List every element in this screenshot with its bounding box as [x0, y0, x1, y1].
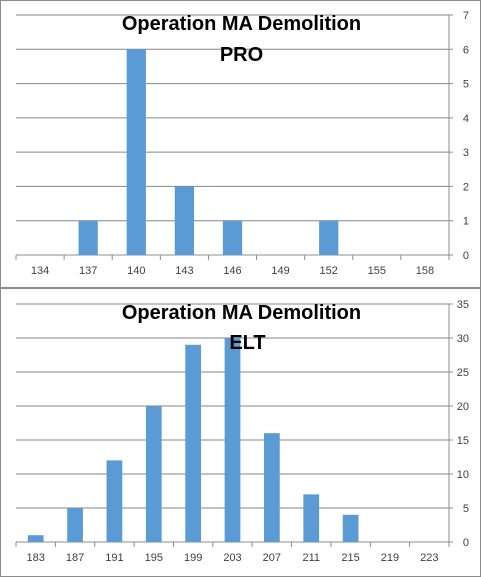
x-tick-label: 191 — [105, 552, 123, 564]
bar — [78, 220, 98, 255]
bar — [126, 49, 146, 256]
y-tick-label: 2 — [463, 181, 469, 193]
chart-panel-pro: 0 1 2 3 4 5 6 7 134 137 140 143 146 149 152 155 158 Oper… — [0, 0, 481, 288]
x-tick-label: 152 — [320, 265, 338, 277]
bar — [185, 344, 202, 542]
bar — [106, 460, 123, 542]
y-tick-label: 4 — [463, 113, 469, 125]
bar — [342, 514, 359, 542]
chart-panel-elt: 0 5 10 15 20 25 30 35 183 187 191 195 199 203 207 211 21… — [0, 288, 481, 577]
x-tick-label: 134 — [31, 265, 49, 277]
x-tick-label: 183 — [27, 552, 45, 564]
y-tick-label: 3 — [463, 147, 469, 159]
x-tick-label: 211 — [302, 552, 320, 564]
y-tick-label: 35 — [457, 299, 469, 311]
x-tick-label: 215 — [341, 552, 359, 564]
y-tick-label: 25 — [457, 367, 469, 379]
x-tick-label: 149 — [271, 265, 289, 277]
bar — [319, 220, 339, 255]
bar — [145, 406, 162, 542]
x-tick-label: 195 — [145, 552, 163, 564]
chart-elt: 0 5 10 15 20 25 30 35 183 187 191 195 199 203 207 211 21… — [15, 299, 469, 564]
chart-subtitle: PRO — [219, 44, 264, 66]
bar — [224, 338, 241, 542]
y-tick-label: 5 — [463, 79, 469, 91]
x-tick-label: 207 — [263, 552, 281, 564]
y-tick-label: 6 — [463, 44, 469, 56]
y-tick-label: 1 — [463, 216, 469, 228]
chart-title: Operation MA Demolition — [121, 302, 362, 324]
y-tick-label: 15 — [457, 435, 469, 447]
x-tick-label: 187 — [66, 552, 84, 564]
chart-title: Operation MA Demolition — [121, 13, 362, 35]
x-tick-label: 203 — [223, 552, 241, 564]
y-tick-label: 10 — [457, 469, 469, 481]
chart-pro: 0 1 2 3 4 5 6 7 134 137 140 143 146 149 152 155 158 — [15, 10, 469, 277]
chart-subtitle: ELT — [229, 332, 266, 354]
x-tick-label: 199 — [184, 552, 202, 564]
bar — [174, 186, 195, 255]
y-tick-label: 30 — [457, 333, 469, 345]
x-tick-label: 137 — [79, 265, 97, 277]
x-tick-label: 158 — [416, 265, 434, 277]
bar — [303, 494, 320, 542]
x-tick-label: 223 — [420, 552, 438, 564]
x-tick-label: 140 — [127, 265, 145, 277]
bar — [222, 220, 243, 255]
x-tick-label: 146 — [223, 265, 241, 277]
y-tick-label: 7 — [463, 10, 469, 22]
bar — [67, 508, 83, 542]
y-tick-label: 0 — [463, 250, 469, 262]
y-tick-label: 20 — [457, 401, 469, 413]
x-tick-label: 219 — [381, 552, 399, 564]
bar — [27, 535, 44, 542]
x-tick-label: 155 — [368, 265, 386, 277]
x-tick-label: 143 — [175, 265, 193, 277]
y-tick-label: 5 — [463, 503, 469, 515]
bar — [263, 433, 280, 542]
y-tick-label: 0 — [463, 537, 469, 549]
